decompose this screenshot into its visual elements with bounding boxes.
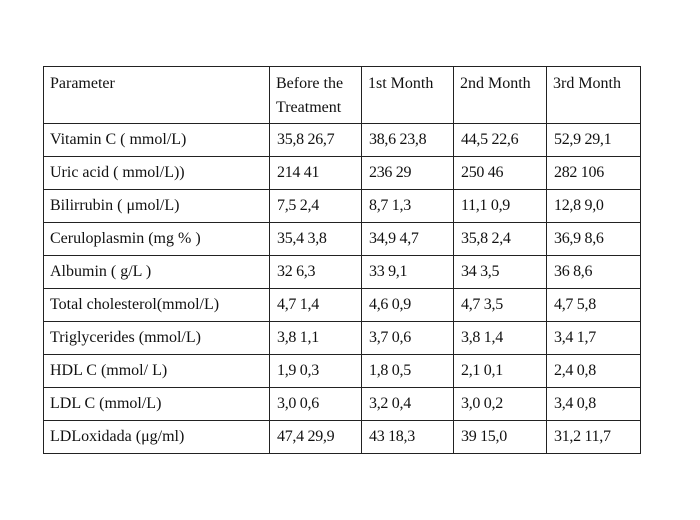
table-header-row: Parameter Before the Treatment 1st Month… [43,66,641,124]
cell-month-3: 3,4 1,7 [546,321,641,355]
cell-month-1: 4,6 0,9 [361,288,454,322]
cell-month-3: 282 106 [546,156,641,190]
cell-month-2: 44,5 22,6 [453,123,547,157]
table-row: LDLoxidada (μg/ml) 47,4 29,9 43 18,3 39 … [43,420,641,454]
cell-before: 47,4 29,9 [269,420,362,454]
table-row: Vitamin C ( mmol/L) 35,8 26,7 38,6 23,8 … [43,123,641,157]
table-row: Albumin ( g/L ) 32 6,3 33 9,1 34 3,5 36 … [43,255,641,289]
row-parameter: LDL C (mmol/L) [43,387,270,421]
cell-before: 214 41 [269,156,362,190]
row-parameter: Albumin ( g/L ) [43,255,270,289]
cell-month-2: 35,8 2,4 [453,222,547,256]
cell-month-3: 36 8,6 [546,255,641,289]
cell-before: 35,8 26,7 [269,123,362,157]
row-parameter: Ceruloplasmin (mg % ) [43,222,270,256]
cell-month-2: 39 15,0 [453,420,547,454]
cell-month-2: 3,0 0,2 [453,387,547,421]
row-parameter: Triglycerides (mmol/L) [43,321,270,355]
row-parameter: LDLoxidada (μg/ml) [43,420,270,454]
header-parameter: Parameter [43,66,270,124]
cell-before: 32 6,3 [269,255,362,289]
cell-before: 7,5 2,4 [269,189,362,223]
results-table-container: Parameter Before the Treatment 1st Month… [43,66,641,454]
cell-before: 3,8 1,1 [269,321,362,355]
header-3rd-month: 3rd Month [546,66,641,124]
cell-before: 3,0 0,6 [269,387,362,421]
cell-month-1: 33 9,1 [361,255,454,289]
table-row: Ceruloplasmin (mg % ) 35,4 3,8 34,9 4,7 … [43,222,641,256]
cell-month-3: 52,9 29,1 [546,123,641,157]
cell-month-2: 34 3,5 [453,255,547,289]
cell-month-3: 2,4 0,8 [546,354,641,388]
cell-month-2: 4,7 3,5 [453,288,547,322]
header-before-treatment: Before the Treatment [269,66,362,124]
cell-month-1: 236 29 [361,156,454,190]
cell-month-1: 43 18,3 [361,420,454,454]
header-1st-month: 1st Month [361,66,454,124]
cell-month-1: 3,7 0,6 [361,321,454,355]
row-parameter: Total cholesterol(mmol/L) [43,288,270,322]
cell-month-3: 36,9 8,6 [546,222,641,256]
cell-month-1: 38,6 23,8 [361,123,454,157]
cell-month-3: 12,8 9,0 [546,189,641,223]
cell-before: 4,7 1,4 [269,288,362,322]
cell-month-2: 11,1 0,9 [453,189,547,223]
table-row: Total cholesterol(mmol/L) 4,7 1,4 4,6 0,… [43,288,641,322]
row-parameter: Vitamin C ( mmol/L) [43,123,270,157]
cell-month-1: 8,7 1,3 [361,189,454,223]
table-row: HDL C (mmol/ L) 1,9 0,3 1,8 0,5 2,1 0,1 … [43,354,641,388]
cell-month-2: 2,1 0,1 [453,354,547,388]
cell-month-2: 3,8 1,4 [453,321,547,355]
cell-month-1: 34,9 4,7 [361,222,454,256]
cell-before: 1,9 0,3 [269,354,362,388]
cell-month-1: 3,2 0,4 [361,387,454,421]
cell-month-3: 4,7 5,8 [546,288,641,322]
cell-before: 35,4 3,8 [269,222,362,256]
table-row: Triglycerides (mmol/L) 3,8 1,1 3,7 0,6 3… [43,321,641,355]
cell-month-3: 3,4 0,8 [546,387,641,421]
table-body: Vitamin C ( mmol/L) 35,8 26,7 38,6 23,8 … [43,123,641,454]
table-row: LDL C (mmol/L) 3,0 0,6 3,2 0,4 3,0 0,2 3… [43,387,641,421]
cell-month-1: 1,8 0,5 [361,354,454,388]
results-table: Parameter Before the Treatment 1st Month… [43,66,641,454]
table-row: Uric acid ( mmol/L)) 214 41 236 29 250 4… [43,156,641,190]
row-parameter: HDL C (mmol/ L) [43,354,270,388]
row-parameter: Bilirrubin ( μmol/L) [43,189,270,223]
header-2nd-month: 2nd Month [453,66,547,124]
cell-month-3: 31,2 11,7 [546,420,641,454]
cell-month-2: 250 46 [453,156,547,190]
table-row: Bilirrubin ( μmol/L) 7,5 2,4 8,7 1,3 11,… [43,189,641,223]
row-parameter: Uric acid ( mmol/L)) [43,156,270,190]
